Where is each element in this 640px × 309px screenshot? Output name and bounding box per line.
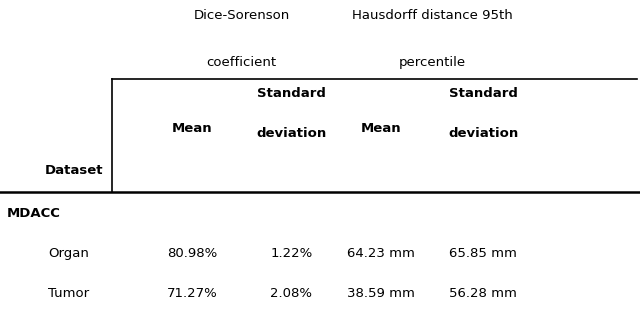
- Text: 80.98%: 80.98%: [167, 247, 217, 260]
- Text: coefficient: coefficient: [207, 56, 276, 69]
- Text: 65.85 mm: 65.85 mm: [449, 247, 517, 260]
- Text: 2.08%: 2.08%: [270, 287, 312, 300]
- Text: 38.59 mm: 38.59 mm: [347, 287, 415, 300]
- Text: Hausdorff distance 95th: Hausdorff distance 95th: [351, 9, 513, 22]
- Text: Dataset: Dataset: [44, 164, 103, 177]
- Text: 1.22%: 1.22%: [270, 247, 312, 260]
- Text: Mean: Mean: [172, 122, 212, 135]
- Text: Mean: Mean: [360, 122, 401, 135]
- Text: deviation: deviation: [448, 127, 518, 140]
- Text: 64.23 mm: 64.23 mm: [347, 247, 415, 260]
- Text: MDACC: MDACC: [6, 207, 60, 220]
- Text: Tumor: Tumor: [48, 287, 89, 300]
- Text: deviation: deviation: [256, 127, 326, 140]
- Text: Dice-Sorenson: Dice-Sorenson: [193, 9, 290, 22]
- Text: percentile: percentile: [399, 56, 465, 69]
- Text: Standard: Standard: [257, 87, 326, 99]
- Text: Organ: Organ: [48, 247, 89, 260]
- Text: Standard: Standard: [449, 87, 518, 99]
- Text: 71.27%: 71.27%: [166, 287, 218, 300]
- Text: 56.28 mm: 56.28 mm: [449, 287, 517, 300]
